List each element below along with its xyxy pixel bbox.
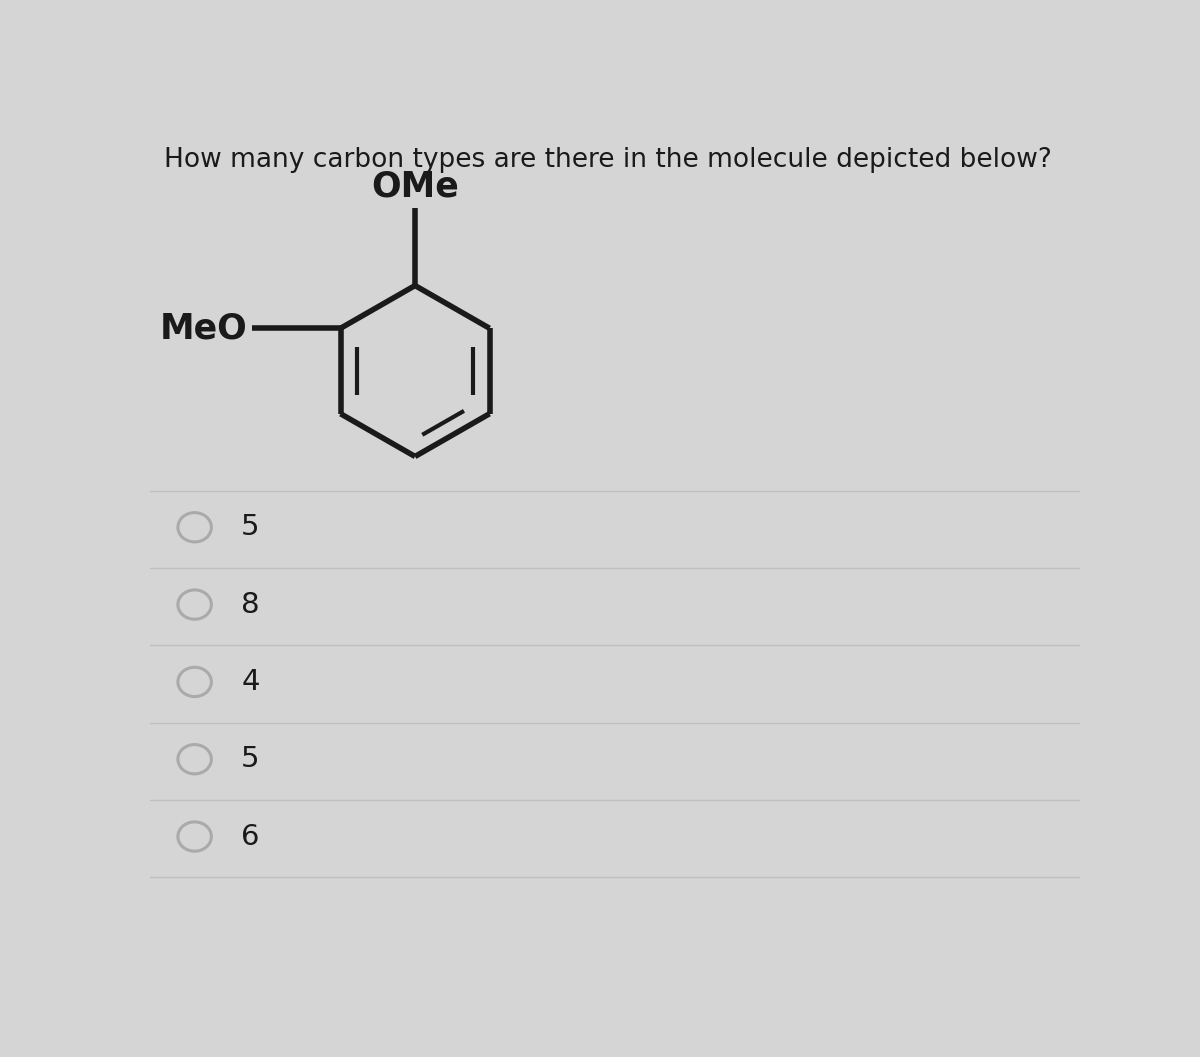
Circle shape bbox=[178, 667, 211, 697]
Circle shape bbox=[178, 822, 211, 851]
Text: How many carbon types are there in the molecule depicted below?: How many carbon types are there in the m… bbox=[164, 147, 1052, 173]
Text: 4: 4 bbox=[241, 668, 259, 696]
Circle shape bbox=[178, 744, 211, 774]
Text: MeO: MeO bbox=[160, 311, 247, 346]
Text: OMe: OMe bbox=[371, 169, 458, 203]
Text: 8: 8 bbox=[241, 591, 259, 618]
Text: 6: 6 bbox=[241, 822, 259, 851]
Text: 5: 5 bbox=[241, 745, 259, 774]
Circle shape bbox=[178, 513, 211, 542]
Circle shape bbox=[178, 590, 211, 619]
Text: 5: 5 bbox=[241, 514, 259, 541]
